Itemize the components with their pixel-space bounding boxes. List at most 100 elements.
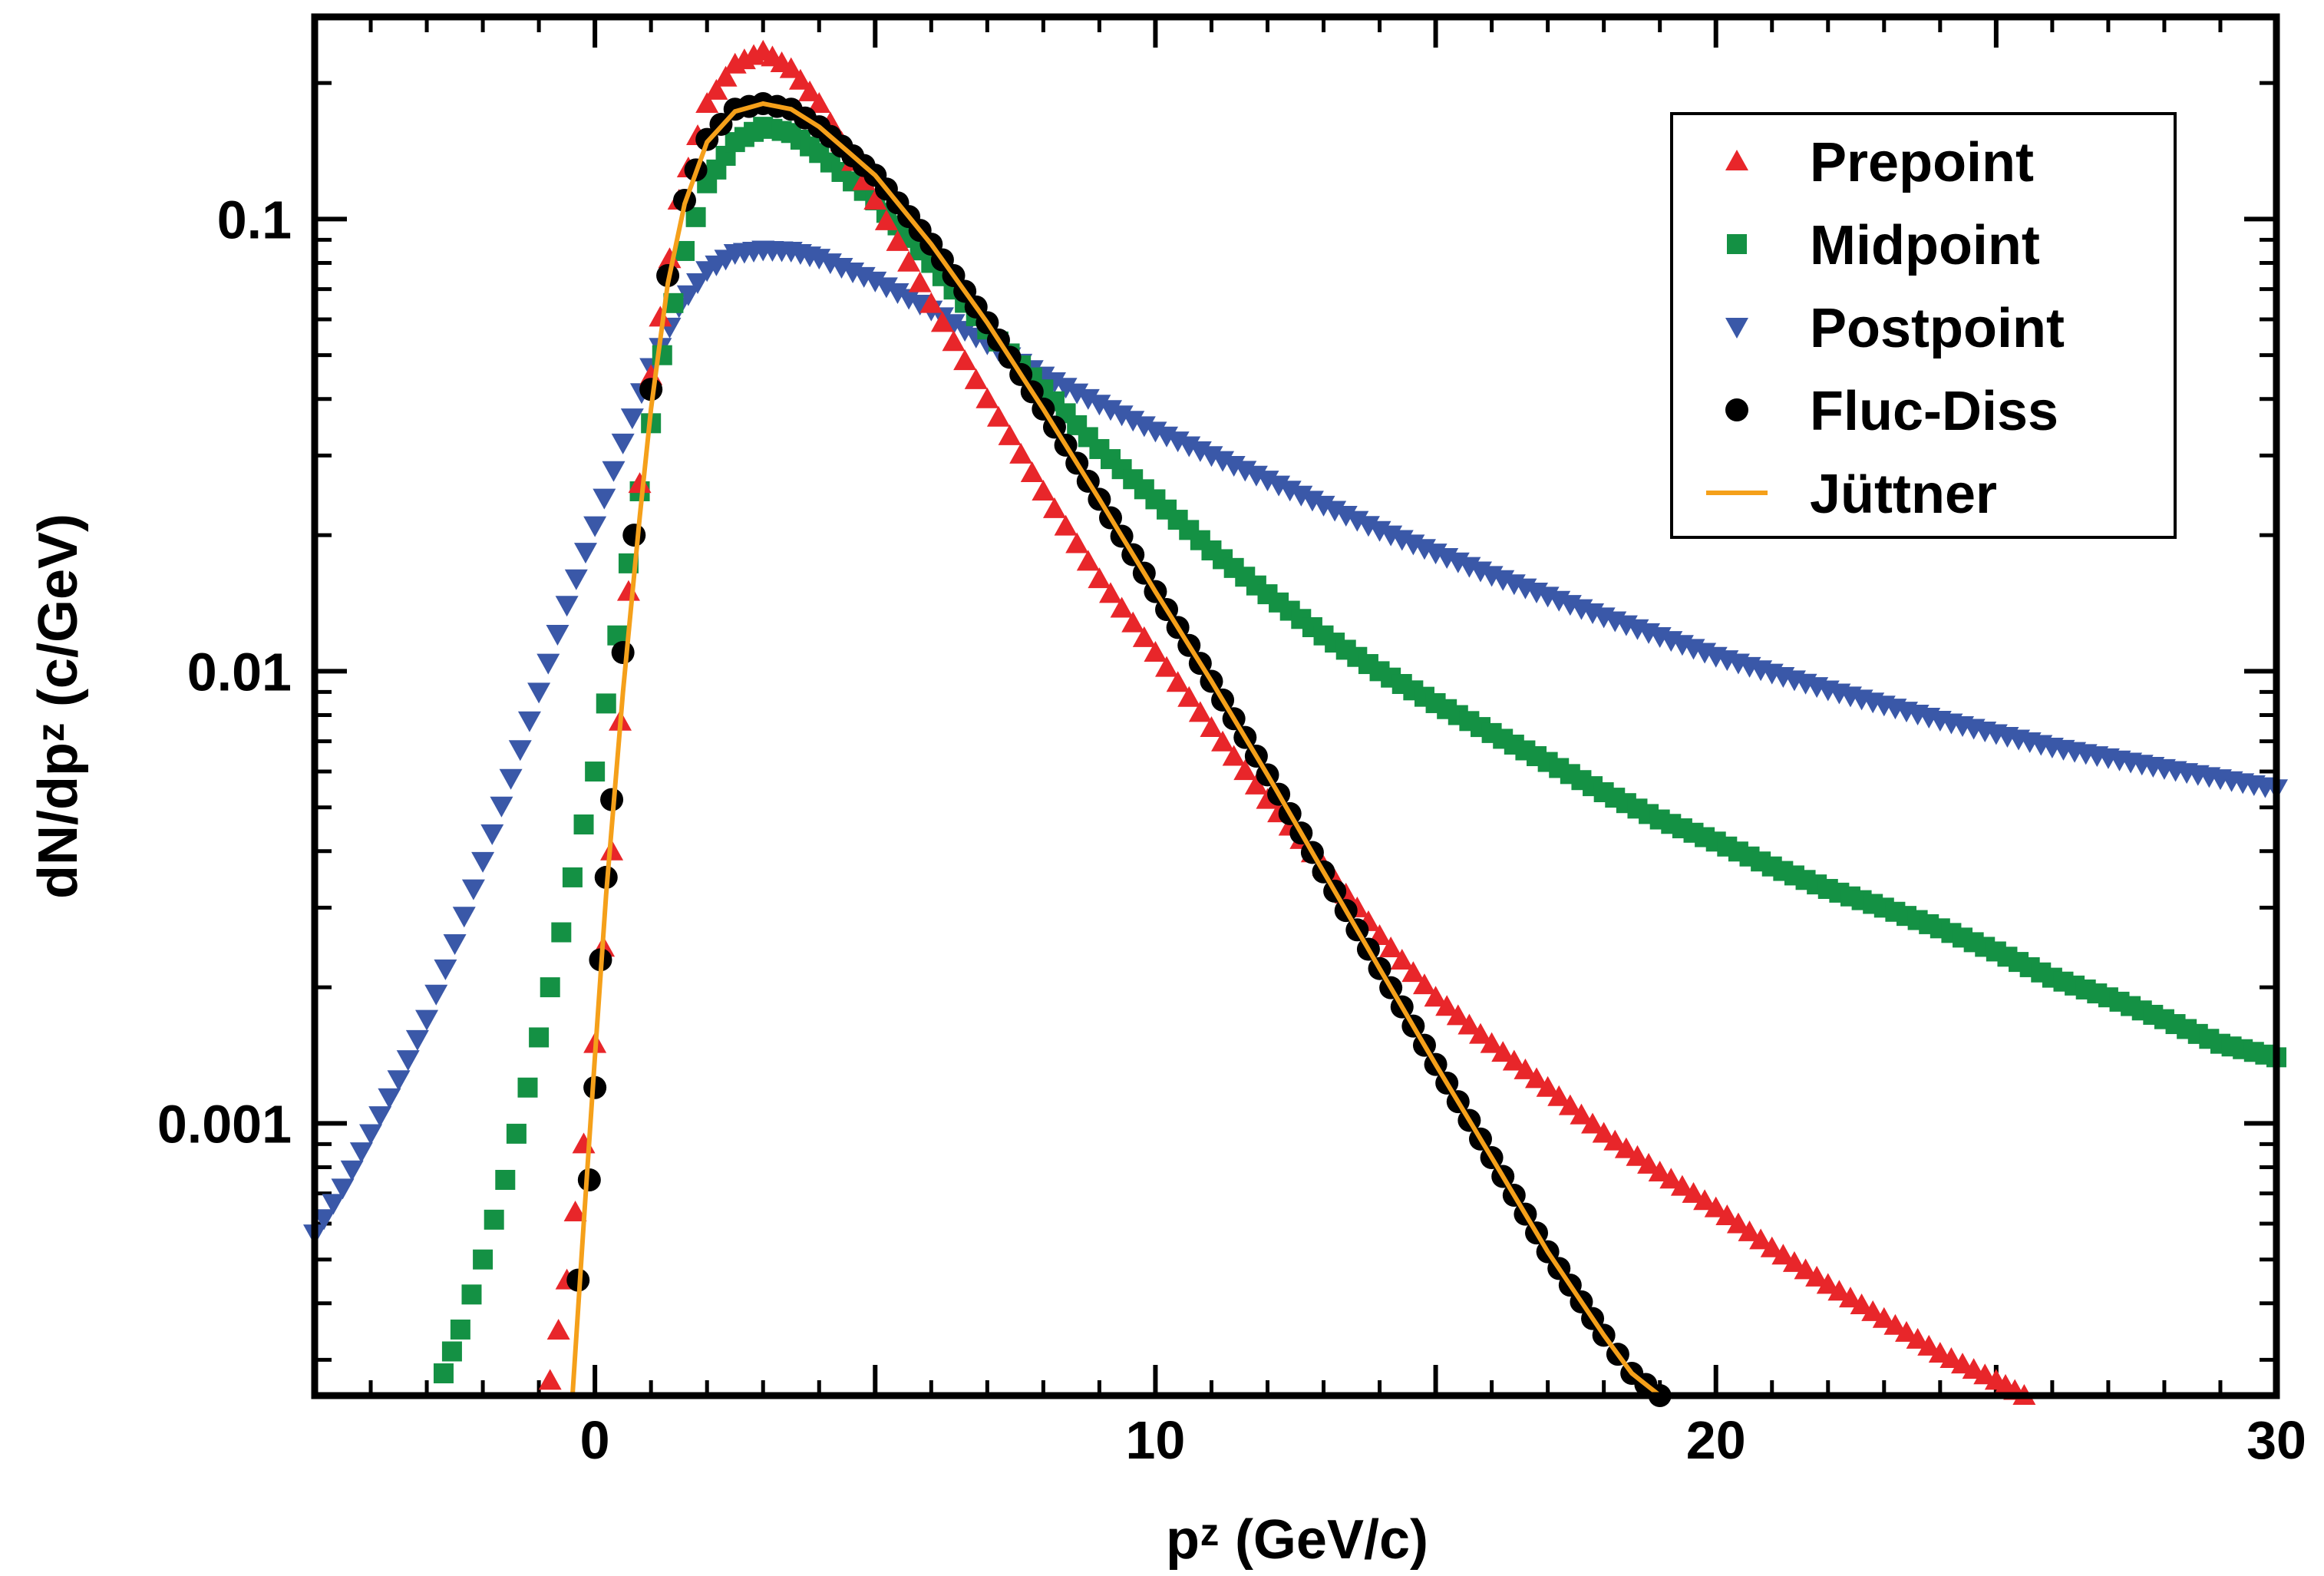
data-point-circle [577, 1168, 601, 1191]
data-point-triangle-up [1581, 1112, 1605, 1134]
data-point-triangle-up [649, 306, 672, 327]
series-layer [303, 39, 2288, 1407]
data-point-triangle-up [1468, 1023, 1492, 1044]
legend-label: Jüttner [1810, 464, 1997, 525]
data-point-square [441, 1341, 462, 1362]
data-point-circle [1725, 398, 1748, 421]
x-tick-labels: 0 10 20 30 [580, 1410, 2306, 1470]
data-point-triangle-up [1704, 1196, 1728, 1218]
y-tick-labels: 0.001 0.01 0.1 [157, 190, 292, 1154]
data-point-triangle-up [1065, 532, 1089, 553]
data-point-square [540, 977, 560, 998]
data-point-triangle-up [1390, 949, 1414, 970]
legend-label: Prepoint [1810, 132, 2034, 193]
data-point-triangle-down [1054, 378, 1078, 399]
data-point-triangle-up [964, 368, 988, 389]
data-point-triangle-up [1480, 1032, 1504, 1053]
data-point-triangle-up [1110, 596, 1134, 618]
x-tick-label: 30 [2246, 1410, 2306, 1470]
data-point-triangle-up [953, 349, 977, 371]
data-point-triangle-down [611, 433, 635, 454]
y-tick-label: 0.1 [217, 190, 292, 249]
series-j-ttner [569, 101, 1662, 1398]
data-point-triangle-down [942, 314, 966, 335]
data-point-square [506, 1123, 527, 1144]
data-point-square [585, 762, 606, 782]
data-point-triangle-down [490, 796, 513, 818]
data-point-triangle-up [1895, 1320, 1919, 1342]
data-point-triangle-up [1726, 1212, 1750, 1234]
data-point-square [529, 1027, 550, 1048]
data-point-square [450, 1319, 470, 1340]
data-point-triangle-up [1121, 611, 1145, 633]
data-point-triangle-up [1614, 1137, 1638, 1158]
data-point-triangle-up [563, 1200, 587, 1221]
data-point-triangle-down [461, 879, 485, 900]
data-point-triangle-down [1076, 388, 1100, 410]
data-point-triangle-down [452, 907, 476, 928]
data-point-triangle-up [1188, 701, 1212, 722]
data-point-triangle-up [1491, 1041, 1515, 1062]
data-point-triangle-down [1132, 416, 1156, 438]
data-point-triangle-up [546, 1318, 570, 1340]
data-point-triangle-up [1838, 1287, 1862, 1308]
data-point-triangle-up [919, 292, 943, 313]
data-point-square [433, 1363, 454, 1384]
data-point-triangle-up [1659, 1168, 1683, 1189]
data-point-triangle-down [546, 624, 569, 646]
data-point-triangle-down [886, 282, 909, 304]
data-point-square [461, 1284, 482, 1305]
data-point-triangle-up [1435, 995, 1459, 1016]
data-point-triangle-up [1132, 626, 1156, 647]
data-point-triangle-down [508, 740, 532, 762]
data-point-triangle-up [1054, 514, 1078, 536]
data-point-triangle-up [1088, 567, 1111, 589]
data-point-triangle-down [676, 285, 700, 306]
data-point-triangle-down [527, 682, 551, 704]
data-point-triangle-up [897, 250, 921, 272]
data-point-triangle-down [368, 1106, 392, 1128]
data-point-triangle-down [1065, 383, 1089, 405]
data-point-triangle-up [1144, 641, 1167, 662]
data-point-triangle-up [998, 424, 1022, 445]
data-point-triangle-up [1760, 1236, 1784, 1257]
data-point-circle [611, 641, 635, 665]
data-point-triangle-up [1637, 1152, 1661, 1174]
data-point-triangle-up [1906, 1327, 1930, 1349]
data-point-triangle-up [1917, 1334, 1941, 1356]
plot-frame [311, 13, 2280, 1399]
data-point-triangle-down [480, 824, 504, 845]
data-point-triangle-up [714, 65, 738, 87]
data-point-triangle-up [1525, 1067, 1549, 1089]
data-point-triangle-down [415, 1009, 439, 1031]
data-point-triangle-up [1648, 1160, 1672, 1181]
data-point-triangle-up [1592, 1122, 1616, 1143]
data-point-triangle-down [1088, 395, 1111, 416]
data-point-triangle-up [1872, 1307, 1896, 1328]
data-point-triangle-down [536, 653, 560, 675]
data-point-square [495, 1169, 516, 1190]
data-point-triangle-up [986, 405, 1010, 427]
data-point-triangle-up [1233, 759, 1257, 781]
data-point-triangle-down [340, 1160, 364, 1181]
data-point-triangle-up [1412, 973, 1436, 995]
data-point-triangle-up [1424, 986, 1448, 1007]
data-point-triangle-down [378, 1088, 401, 1109]
data-point-triangle-up [1626, 1145, 1649, 1166]
data-point-triangle-up [616, 580, 640, 601]
data-point-triangle-up [1222, 745, 1246, 766]
data-point-square [1727, 234, 1747, 254]
data-point-triangle-up [1738, 1220, 1761, 1241]
data-point-triangle-up [1547, 1085, 1571, 1106]
data-point-triangle-down [387, 1070, 411, 1092]
y-tick-label: 0.01 [187, 642, 292, 702]
data-point-triangle-up [1794, 1258, 1817, 1280]
data-point-triangle-down [874, 277, 898, 299]
data-point-square [562, 867, 583, 887]
data-point-triangle-up [1514, 1058, 1537, 1079]
data-point-triangle-down [593, 488, 616, 510]
x-tick-label: 10 [1125, 1410, 1185, 1470]
data-point-triangle-up [1200, 715, 1223, 737]
data-point-triangle-down [686, 273, 710, 295]
data-point-circle [639, 378, 663, 401]
